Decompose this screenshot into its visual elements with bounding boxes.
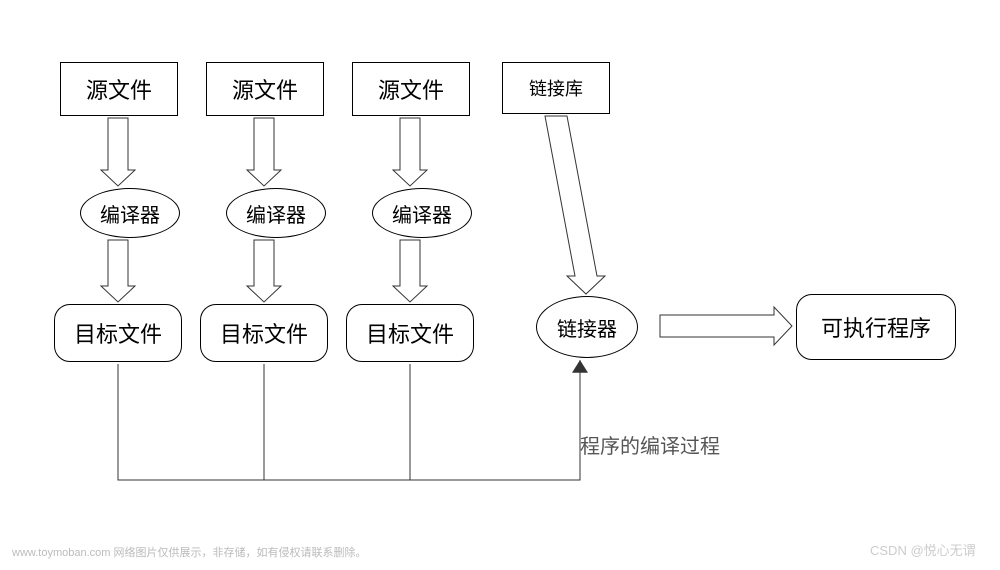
node-label-comp2: 编译器 (246, 199, 306, 228)
connector-main (118, 360, 580, 480)
node-src1: 源文件 (60, 62, 178, 116)
node-label-liblink: 链接库 (529, 75, 583, 101)
caption: 程序的编译过程 (580, 430, 720, 459)
block-arrow-2 (393, 118, 427, 186)
node-label-linker: 链接器 (557, 313, 617, 342)
node-label-obj1: 目标文件 (74, 317, 162, 349)
node-linker: 链接器 (536, 296, 638, 358)
block-arrow-7 (660, 307, 792, 345)
node-comp3: 编译器 (372, 188, 472, 238)
node-label-src3: 源文件 (378, 73, 444, 105)
node-src3: 源文件 (352, 62, 470, 116)
node-label-src2: 源文件 (232, 73, 298, 105)
watermark-right: CSDN @悦心无谓 (870, 540, 976, 559)
block-arrow-0 (101, 118, 135, 186)
block-arrow-1 (247, 118, 281, 186)
node-label-obj2: 目标文件 (220, 317, 308, 349)
block-arrow-5 (393, 240, 427, 302)
block-arrow-3 (101, 240, 135, 302)
connector-arrowhead (572, 360, 588, 373)
node-liblink: 链接库 (502, 62, 610, 114)
node-comp2: 编译器 (226, 188, 326, 238)
node-label-src1: 源文件 (86, 73, 152, 105)
node-obj2: 目标文件 (200, 304, 328, 362)
block-arrow-6 (545, 116, 605, 294)
node-obj1: 目标文件 (54, 304, 182, 362)
node-obj3: 目标文件 (346, 304, 474, 362)
node-exe: 可执行程序 (796, 294, 956, 360)
watermark-left: www.toymoban.com 网络图片仅供展示，非存储，如有侵权请联系删除。 (12, 544, 366, 560)
node-label-comp3: 编译器 (392, 199, 452, 228)
node-src2: 源文件 (206, 62, 324, 116)
node-label-comp1: 编译器 (100, 199, 160, 228)
block-arrow-4 (247, 240, 281, 302)
node-label-exe: 可执行程序 (821, 311, 931, 343)
node-comp1: 编译器 (80, 188, 180, 238)
node-label-obj3: 目标文件 (366, 317, 454, 349)
